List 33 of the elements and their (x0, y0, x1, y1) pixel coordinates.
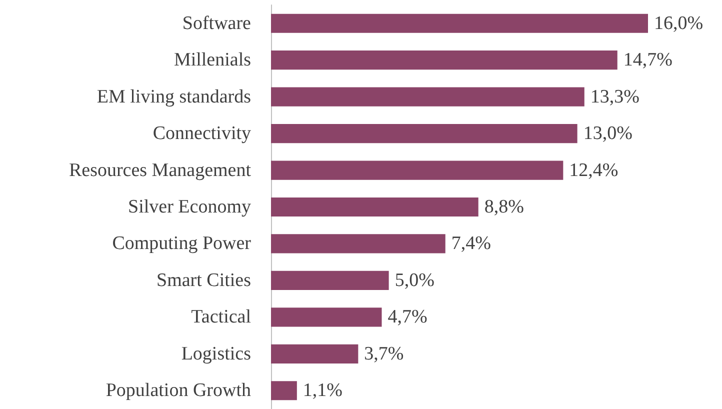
data-label: 5,0% (394, 270, 435, 291)
data-label: 7,4% (451, 233, 492, 254)
bar (271, 308, 382, 327)
data-label: 12,4% (569, 160, 618, 181)
y-tick-label: Software (182, 12, 251, 34)
data-label: 14,7% (623, 50, 673, 71)
y-tick-label: Millenials (174, 50, 251, 71)
bar (271, 270, 389, 290)
data-label: 3,7% (364, 343, 404, 364)
y-tick-label: Population Growth (106, 380, 252, 402)
bar (271, 234, 446, 254)
data-label: 4,7% (388, 306, 428, 328)
y-tick-label: Connectivity (152, 123, 252, 144)
data-label: 1,1% (302, 380, 343, 402)
y-tick-label: Computing Power (112, 233, 252, 254)
y-tick-label: Smart Cities (156, 270, 251, 291)
data-label: 13,0% (583, 123, 633, 144)
bar (271, 124, 578, 144)
data-label: 13,3% (590, 86, 640, 108)
bar (271, 160, 564, 180)
bar (271, 14, 648, 33)
data-label: 8,8% (484, 196, 524, 218)
y-tick-label: Resources Management (68, 160, 252, 181)
bar (271, 381, 297, 400)
y-tick-label: EM living standards (96, 86, 251, 108)
y-tick-label: Tactical (191, 306, 251, 328)
y-tick-label: Logistics (181, 343, 251, 364)
y-tick-label: Silver Economy (128, 196, 252, 218)
bar (271, 344, 358, 364)
data-label: 16,0% (654, 12, 704, 34)
bar (271, 50, 618, 70)
bar (271, 197, 478, 217)
bar (271, 87, 584, 106)
